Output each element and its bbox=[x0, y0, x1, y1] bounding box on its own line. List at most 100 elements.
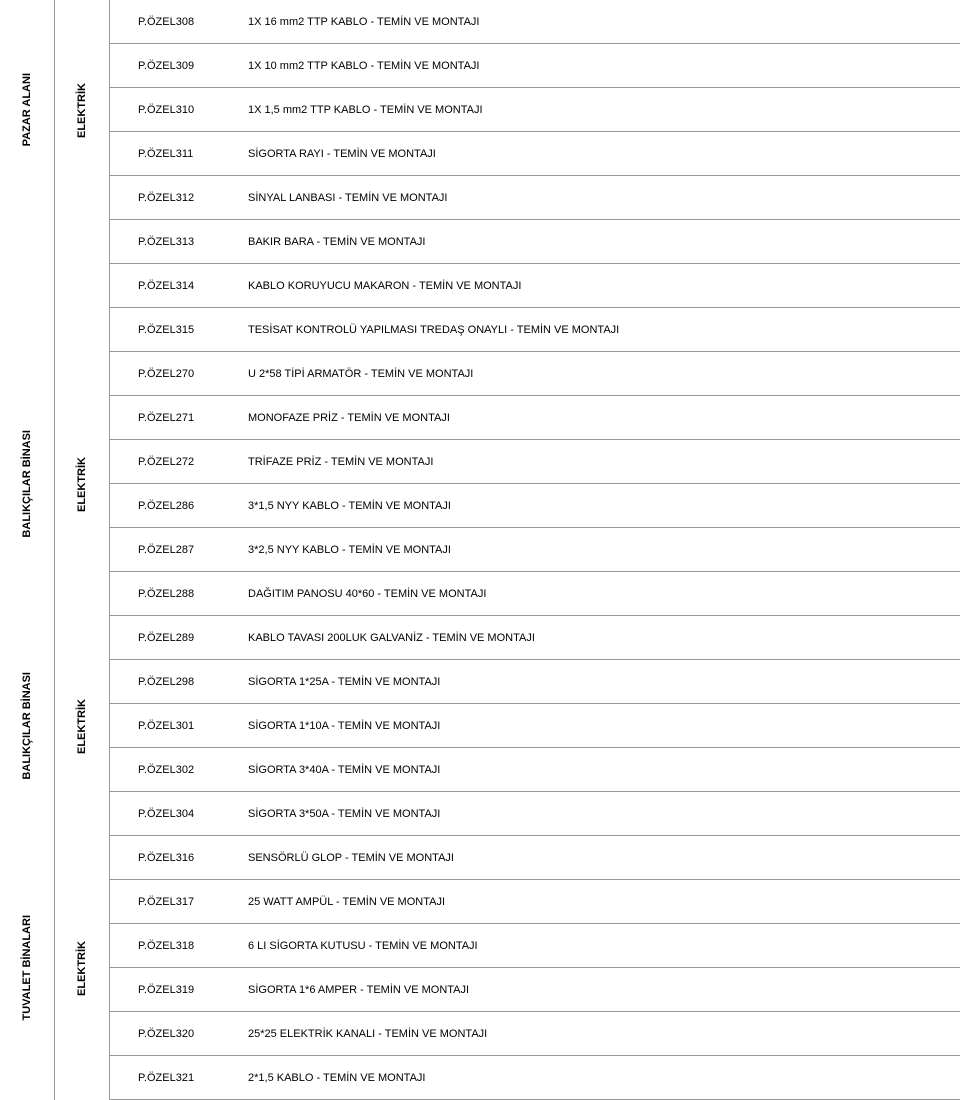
item-code: P.ÖZEL321 bbox=[110, 1072, 220, 1084]
table-row: P.ÖZEL301SİGORTA 1*10A - TEMİN VE MONTAJ… bbox=[110, 704, 960, 748]
item-description: KABLO TAVASI 200LUK GALVANİZ - TEMİN VE … bbox=[220, 632, 960, 644]
group-col bbox=[0, 572, 55, 616]
table-row: P.ÖZEL3186 LI SİGORTA KUTUSU - TEMİN VE … bbox=[110, 924, 960, 968]
item-code: P.ÖZEL310 bbox=[110, 104, 220, 116]
table-row: P.ÖZEL271MONOFAZE PRİZ - TEMİN VE MONTAJ… bbox=[110, 396, 960, 440]
table-row: P.ÖZEL272TRİFAZE PRİZ - TEMİN VE MONTAJI bbox=[110, 440, 960, 484]
table-row: P.ÖZEL319SİGORTA 1*6 AMPER - TEMİN VE MO… bbox=[110, 968, 960, 1012]
group-label: TUVALET BİNALARI bbox=[21, 915, 33, 1021]
item-code: P.ÖZEL270 bbox=[110, 368, 220, 380]
item-description: 6 LI SİGORTA KUTUSU - TEMİN VE MONTAJI bbox=[220, 940, 960, 952]
item-code: P.ÖZEL286 bbox=[110, 500, 220, 512]
table-row: P.ÖZEL312SİNYAL LANBASI - TEMİN VE MONTA… bbox=[110, 176, 960, 220]
item-description: 25*25 ELEKTRİK KANALI - TEMİN VE MONTAJI bbox=[220, 1028, 960, 1040]
group-label: BALIKÇILAR BİNASI bbox=[21, 672, 33, 780]
item-code: P.ÖZEL318 bbox=[110, 940, 220, 952]
item-description: U 2*58 TİPİ ARMATÖR - TEMİN VE MONTAJI bbox=[220, 368, 960, 380]
category-label: ELEKTRİK bbox=[76, 457, 88, 512]
category-col bbox=[55, 308, 110, 352]
table-row: P.ÖZEL31725 WATT AMPÜL - TEMİN VE MONTAJ… bbox=[110, 880, 960, 924]
table-row: P.ÖZEL3101X 1,5 mm2 TTP KABLO - TEMİN VE… bbox=[110, 88, 960, 132]
table-row: P.ÖZEL32025*25 ELEKTRİK KANALI - TEMİN V… bbox=[110, 1012, 960, 1056]
item-description: SİGORTA 1*10A - TEMİN VE MONTAJI bbox=[220, 720, 960, 732]
table-row: P.ÖZEL3081X 16 mm2 TTP KABLO - TEMİN VE … bbox=[110, 0, 960, 44]
item-code: P.ÖZEL298 bbox=[110, 676, 220, 688]
category-col: ELEKTRİK bbox=[55, 0, 110, 220]
item-code: P.ÖZEL320 bbox=[110, 1028, 220, 1040]
item-description: 25 WATT AMPÜL - TEMİN VE MONTAJI bbox=[220, 896, 960, 908]
table-row: P.ÖZEL302SİGORTA 3*40A - TEMİN VE MONTAJ… bbox=[110, 748, 960, 792]
item-description: DAĞITIM PANOSU 40*60 - TEMİN VE MONTAJI bbox=[220, 588, 960, 600]
item-code: P.ÖZEL315 bbox=[110, 324, 220, 336]
category-col bbox=[55, 836, 110, 880]
item-description: 1X 16 mm2 TTP KABLO - TEMİN VE MONTAJI bbox=[220, 16, 960, 28]
category-col bbox=[55, 572, 110, 616]
item-description: 1X 1,5 mm2 TTP KABLO - TEMİN VE MONTAJI bbox=[220, 104, 960, 116]
category-label: ELEKTRİK bbox=[76, 83, 88, 138]
item-code: P.ÖZEL289 bbox=[110, 632, 220, 644]
item-description: 3*1,5 NYY KABLO - TEMİN VE MONTAJI bbox=[220, 500, 960, 512]
item-code: P.ÖZEL288 bbox=[110, 588, 220, 600]
category-label: ELEKTRİK bbox=[76, 699, 88, 754]
item-code: P.ÖZEL317 bbox=[110, 896, 220, 908]
group-col bbox=[0, 836, 55, 880]
table-row: P.ÖZEL3212*1,5 KABLO - TEMİN VE MONTAJI bbox=[110, 1056, 960, 1100]
item-code: P.ÖZEL304 bbox=[110, 808, 220, 820]
category-col: ELEKTRİK bbox=[55, 880, 110, 1056]
item-description: SİGORTA 1*6 AMPER - TEMİN VE MONTAJI bbox=[220, 984, 960, 996]
table-row: P.ÖZEL270U 2*58 TİPİ ARMATÖR - TEMİN VE … bbox=[110, 352, 960, 396]
item-description: TRİFAZE PRİZ - TEMİN VE MONTAJI bbox=[220, 456, 960, 468]
table-row: P.ÖZEL3091X 10 mm2 TTP KABLO - TEMİN VE … bbox=[110, 44, 960, 88]
group-col: BALIKÇILAR BİNASI bbox=[0, 396, 55, 572]
item-code: P.ÖZEL316 bbox=[110, 852, 220, 864]
item-description: KABLO KORUYUCU MAKARON - TEMİN VE MONTAJ… bbox=[220, 280, 960, 292]
item-description: SİGORTA 1*25A - TEMİN VE MONTAJI bbox=[220, 676, 960, 688]
item-description: MONOFAZE PRİZ - TEMİN VE MONTAJI bbox=[220, 412, 960, 424]
item-description: 3*2,5 NYY KABLO - TEMİN VE MONTAJI bbox=[220, 544, 960, 556]
table-row: P.ÖZEL298SİGORTA 1*25A - TEMİN VE MONTAJ… bbox=[110, 660, 960, 704]
item-description: SİGORTA 3*40A - TEMİN VE MONTAJI bbox=[220, 764, 960, 776]
item-code: P.ÖZEL313 bbox=[110, 236, 220, 248]
group-col: TUVALET BİNALARI bbox=[0, 880, 55, 1056]
table-row: P.ÖZEL288DAĞITIM PANOSU 40*60 - TEMİN VE… bbox=[110, 572, 960, 616]
item-code: P.ÖZEL312 bbox=[110, 192, 220, 204]
group-col: BALIKÇILAR BİNASI bbox=[0, 616, 55, 836]
item-code: P.ÖZEL287 bbox=[110, 544, 220, 556]
item-code: P.ÖZEL301 bbox=[110, 720, 220, 732]
table-row: P.ÖZEL304SİGORTA 3*50A - TEMİN VE MONTAJ… bbox=[110, 792, 960, 836]
table-row: P.ÖZEL2873*2,5 NYY KABLO - TEMİN VE MONT… bbox=[110, 528, 960, 572]
item-code: P.ÖZEL308 bbox=[110, 16, 220, 28]
category-col: ELEKTRİK bbox=[55, 616, 110, 836]
group-label: PAZAR ALANI bbox=[21, 73, 33, 146]
item-code: P.ÖZEL271 bbox=[110, 412, 220, 424]
table-row: P.ÖZEL311SİGORTA RAYI - TEMİN VE MONTAJI bbox=[110, 132, 960, 176]
item-description: 1X 10 mm2 TTP KABLO - TEMİN VE MONTAJI bbox=[220, 60, 960, 72]
item-code: P.ÖZEL309 bbox=[110, 60, 220, 72]
table-row: P.ÖZEL313BAKIR BARA - TEMİN VE MONTAJI bbox=[110, 220, 960, 264]
item-description: 2*1,5 KABLO - TEMİN VE MONTAJI bbox=[220, 1072, 960, 1084]
category-label: ELEKTRİK bbox=[76, 941, 88, 996]
item-code: P.ÖZEL314 bbox=[110, 280, 220, 292]
item-description: SİGORTA RAYI - TEMİN VE MONTAJI bbox=[220, 148, 960, 160]
category-col: ELEKTRİK bbox=[55, 396, 110, 572]
item-description: SİGORTA 3*50A - TEMİN VE MONTAJI bbox=[220, 808, 960, 820]
table-row: P.ÖZEL2863*1,5 NYY KABLO - TEMİN VE MONT… bbox=[110, 484, 960, 528]
item-description: SENSÖRLÜ GLOP - TEMİN VE MONTAJI bbox=[220, 852, 960, 864]
group-col: PAZAR ALANI bbox=[0, 0, 55, 220]
table-row: P.ÖZEL289KABLO TAVASI 200LUK GALVANİZ - … bbox=[110, 616, 960, 660]
item-code: P.ÖZEL311 bbox=[110, 148, 220, 160]
item-description: TESİSAT KONTROLÜ YAPILMASI TREDAŞ ONAYLI… bbox=[220, 324, 960, 336]
group-col bbox=[0, 1056, 55, 1100]
item-code: P.ÖZEL319 bbox=[110, 984, 220, 996]
category-col bbox=[55, 220, 110, 264]
table-row: P.ÖZEL316SENSÖRLÜ GLOP - TEMİN VE MONTAJ… bbox=[110, 836, 960, 880]
group-label: BALIKÇILAR BİNASI bbox=[21, 430, 33, 538]
item-code: P.ÖZEL302 bbox=[110, 764, 220, 776]
group-col bbox=[0, 220, 55, 264]
item-code: P.ÖZEL272 bbox=[110, 456, 220, 468]
group-col bbox=[0, 352, 55, 396]
item-description: BAKIR BARA - TEMİN VE MONTAJI bbox=[220, 236, 960, 248]
group-col bbox=[0, 264, 55, 308]
table-row: P.ÖZEL315TESİSAT KONTROLÜ YAPILMASI TRED… bbox=[110, 308, 960, 352]
category-col bbox=[55, 1056, 110, 1100]
